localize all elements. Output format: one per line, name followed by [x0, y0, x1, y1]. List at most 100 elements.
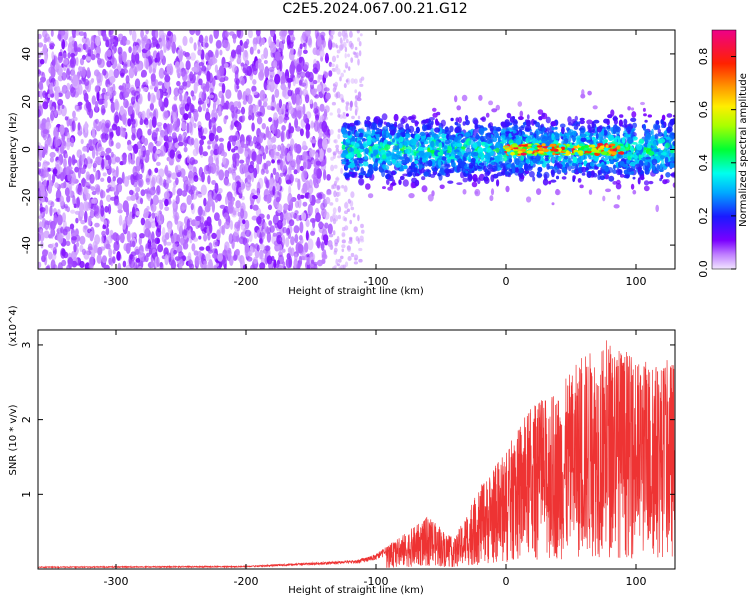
- spectrogram-cell: [102, 224, 107, 230]
- spectrogram-cell: [261, 123, 266, 130]
- spectrogram-cell: [88, 243, 93, 251]
- spectrogram-cell: [385, 170, 392, 174]
- spectrogram-cell: [150, 92, 156, 104]
- spectrogram-cell: [440, 119, 446, 127]
- spectrogram-cell: [204, 111, 211, 121]
- spectrogram-cell: [178, 85, 184, 91]
- spectrogram-cell: [402, 173, 409, 177]
- spectrogram-cell: [157, 81, 163, 86]
- spectrogram-cell: [514, 158, 520, 166]
- spectrogram-cell: [295, 126, 301, 132]
- spectrogram-cell: [156, 122, 163, 127]
- spectrogram-cell: [106, 91, 113, 100]
- spectrogram-cell: [190, 90, 195, 97]
- spectrogram-cell: [669, 118, 675, 126]
- spectrogram-cell: [337, 31, 342, 37]
- spectrogram-cell: [197, 105, 202, 113]
- spectrogram-cell: [118, 214, 123, 226]
- spectrogram-cell: [294, 233, 299, 244]
- spectrogram-cell: [79, 57, 85, 66]
- spectrogram-cell: [173, 95, 178, 101]
- spectrogram-cell: [158, 97, 163, 108]
- spectrogram-cell: [69, 63, 75, 68]
- spectrogram-cell: [275, 171, 280, 184]
- spectrogram-cell: [543, 173, 548, 181]
- spectrogram-cell: [107, 204, 112, 215]
- spectrogram-cell: [480, 117, 486, 121]
- spectrogram-cell: [380, 149, 386, 153]
- spectrogram-cell: [66, 195, 71, 203]
- spectrogram-cell: [181, 202, 188, 210]
- spectrogram-cell: [82, 146, 88, 152]
- spectrogram-cell: [421, 176, 426, 181]
- spectrogram-cell: [72, 110, 76, 119]
- spectrogram-cell: [274, 88, 280, 99]
- spectrogram-cell: [399, 156, 405, 161]
- spectrogram-cell: [358, 174, 364, 179]
- spectrogram-cell: [361, 229, 365, 234]
- spectrogram-cell: [281, 248, 286, 253]
- spectrogram-cell: [319, 115, 325, 120]
- spectrogram-cell: [546, 163, 550, 170]
- spectrogram-cell: [512, 130, 517, 134]
- spectrogram-cell: [519, 110, 524, 117]
- spectrogram-cell: [657, 128, 661, 134]
- spectrogram-cell: [217, 110, 223, 117]
- spectrogram-cell: [149, 85, 154, 90]
- spectrogram-cell: [268, 67, 275, 72]
- spectrogram-cell: [443, 145, 447, 150]
- spectrogram-cell: [343, 185, 348, 193]
- spectrogram-cell: [95, 53, 100, 59]
- spectrogram-cell: [135, 210, 140, 217]
- spectrogram-cell: [298, 255, 303, 267]
- spectrogram-cell: [393, 113, 399, 122]
- spectrogram-cell: [285, 237, 290, 248]
- spectrogram-cell: [356, 153, 362, 158]
- spectrogram-cell: [258, 99, 263, 107]
- spectrogram-cell: [552, 157, 555, 164]
- spectrogram-cell: [110, 196, 116, 201]
- spectrogram-cell: [91, 190, 97, 196]
- spectrogram-cell: [610, 109, 615, 117]
- spectrogram-cell: [280, 130, 284, 143]
- spectrogram-cell: [161, 235, 167, 243]
- spectrogram-cell: [156, 89, 161, 101]
- spectrogram-cell: [350, 191, 355, 199]
- spectrogram-cell: [197, 49, 202, 56]
- spectrogram-cell: [71, 250, 77, 259]
- spectrogram-cell: [343, 83, 347, 89]
- spectrogram-cell: [659, 169, 664, 173]
- spectrogram-cell: [179, 93, 183, 102]
- spectrogram-cell: [150, 221, 156, 229]
- spectrogram-cell: [538, 116, 543, 121]
- spectrogram-cell: [467, 173, 473, 181]
- spectrogram-cell: [274, 51, 281, 61]
- spectrogram-cell: [62, 58, 69, 65]
- spectrogram-cell: [299, 194, 305, 199]
- spectrogram-cell: [379, 142, 383, 147]
- spectrogram-cell: [468, 140, 474, 146]
- spectrogram-cell: [187, 252, 192, 262]
- spectrogram-cell: [191, 243, 196, 252]
- spectrogram-cell: [185, 60, 191, 71]
- spectrogram-cell: [638, 176, 645, 180]
- spectrogram-cell: [100, 177, 105, 182]
- spectrogram-cell: [259, 69, 264, 78]
- spectrogram-cell: [408, 125, 415, 134]
- spectrogram-cell: [290, 247, 295, 257]
- spectrogram-cell: [642, 156, 646, 162]
- spectrogram-cell: [332, 30, 335, 35]
- spectrogram-cell: [666, 113, 673, 118]
- spectrogram-cell: [336, 235, 340, 243]
- spectrogram-cell: [108, 247, 112, 258]
- spectrogram-cell: [141, 69, 147, 78]
- spectrogram-cell: [353, 226, 358, 233]
- spectrogram-cell: [595, 133, 599, 140]
- spectrogram-cell: [257, 150, 262, 155]
- spectrogram-cell: [119, 233, 125, 243]
- spectrogram-cell: [438, 142, 443, 149]
- spectrogram-cell: [279, 158, 283, 171]
- spectrogram-cell: [54, 79, 59, 89]
- spectrogram-cell: [269, 125, 274, 131]
- spectrogram-cell: [193, 111, 199, 119]
